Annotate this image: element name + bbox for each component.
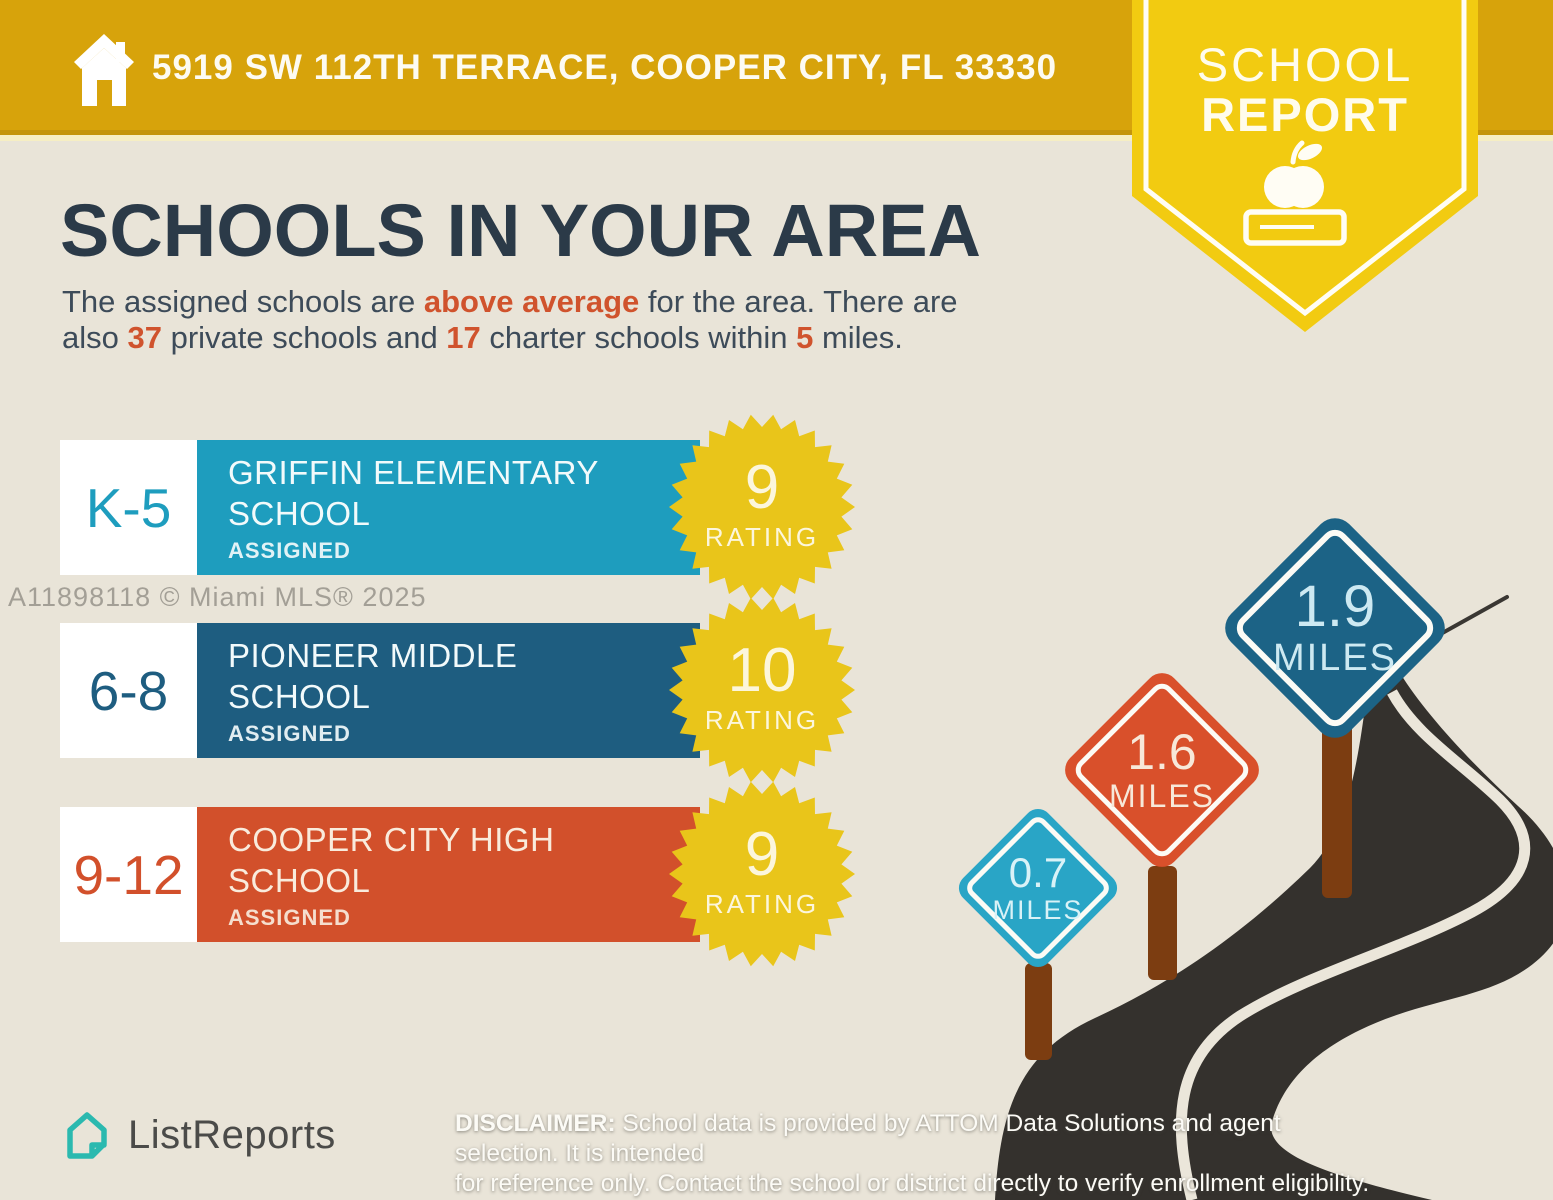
mls-watermark: A11898118 © Miami MLS® 2025 — [8, 582, 427, 612]
disclaimer-label: DISCLAIMER: — [455, 1110, 616, 1137]
school-bar: PIONEER MIDDLE SCHOOL ASSIGNED — [197, 623, 700, 758]
home-icon — [74, 34, 134, 106]
distance-sign-0.7-miles: 0.7 MILES — [953, 803, 1123, 973]
school-name: COOPER CITY HIGH SCHOOL — [228, 807, 700, 901]
intro-highlight: 5 — [796, 320, 814, 355]
grade-range: K-5 — [60, 440, 197, 575]
rating-caption: RATING — [704, 888, 820, 919]
distance-value: 1.9 — [1294, 574, 1376, 639]
assigned-label: ASSIGNED — [228, 538, 351, 563]
sign-post — [1322, 724, 1352, 898]
ribbon-text: SCHOOL REPORT — [1122, 40, 1488, 140]
school-row-middle: 6-8 PIONEER MIDDLE SCHOOL ASSIGNED — [60, 623, 860, 758]
assigned-label: ASSIGNED — [228, 721, 351, 746]
distance-sign-1.9-miles: 1.9 MILES — [1216, 509, 1454, 747]
rating-value: 9 — [744, 452, 780, 522]
rating-label: 9 RATING — [667, 777, 857, 967]
ribbon-line1: SCHOOL — [1196, 38, 1414, 91]
disclaimer-text: DISCLAIMER: School data is provided by A… — [455, 1109, 1375, 1199]
intro-segment: The assigned schools are — [62, 284, 424, 319]
intro-text: The assigned schools are above average f… — [62, 284, 1072, 356]
intro-segment: miles. — [813, 320, 903, 355]
rating-value: 9 — [744, 819, 780, 889]
ribbon-line2: REPORT — [1201, 88, 1409, 141]
rating-caption: RATING — [704, 704, 820, 735]
school-name: GRIFFIN ELEMENTARY SCHOOL — [228, 440, 700, 534]
disclaimer-line1: School data is provided by ATTOM Data So… — [455, 1110, 1281, 1167]
distance-value: 0.7 — [1008, 849, 1068, 896]
rating-starburst-badge: 10 RATING — [667, 595, 857, 785]
intro-segment: charter schools within — [480, 320, 797, 355]
distance-unit: MILES — [1108, 778, 1216, 814]
rating-value: 10 — [727, 635, 797, 705]
page-title: SCHOOLS IN YOUR AREA — [60, 189, 981, 272]
school-name-line2: SCHOOL — [228, 678, 371, 715]
rating-label: 9 RATING — [667, 410, 857, 600]
school-bar: GRIFFIN ELEMENTARY SCHOOL ASSIGNED — [197, 440, 700, 575]
grade-range: 6-8 — [60, 623, 197, 758]
intro-highlight: 17 — [446, 320, 481, 355]
school-name-line1: GRIFFIN ELEMENTARY — [228, 454, 599, 491]
rating-label: 10 RATING — [667, 593, 857, 783]
intro-highlight: 37 — [127, 320, 162, 355]
intro-highlight: above average — [423, 284, 640, 319]
rating-caption: RATING — [704, 521, 820, 552]
school-name-line2: SCHOOL — [228, 495, 371, 532]
disclaimer-line2: for reference only. Contact the school o… — [455, 1170, 1370, 1197]
distance-sign-1.6-miles: 1.6 MILES — [1058, 666, 1266, 874]
school-name: PIONEER MIDDLE SCHOOL — [228, 623, 700, 717]
listreports-logo: ListReports — [60, 1108, 336, 1162]
intro-segment: private schools and — [161, 320, 447, 355]
property-address: 5919 SW 112TH TERRACE, COOPER CITY, FL 3… — [152, 48, 1058, 87]
road-center-line — [1175, 689, 1531, 1200]
school-name-line1: PIONEER MIDDLE — [228, 637, 518, 674]
rating-starburst-badge: 9 RATING — [667, 412, 857, 602]
banner-shade-line — [0, 130, 1553, 135]
banner-accent-strip — [0, 135, 1553, 141]
distance-unit: MILES — [992, 895, 1084, 925]
school-name-line1: COOPER CITY HIGH — [228, 821, 555, 858]
road-shape — [995, 665, 1553, 1200]
apple-on-book-icon — [1243, 140, 1347, 246]
school-report-ribbon — [1132, 0, 1478, 332]
listreports-brand-text: ListReports — [128, 1112, 336, 1157]
school-row-elementary: K-5 GRIFFIN ELEMENTARY SCHOOL ASSIGNED — [60, 440, 860, 575]
grade-range: 9-12 — [60, 807, 197, 942]
listreports-logo-icon — [67, 1112, 107, 1159]
school-bar: COOPER CITY HIGH SCHOOL ASSIGNED — [197, 807, 700, 942]
intro-segment: for the area. There are — [639, 284, 958, 319]
distance-value: 1.6 — [1127, 724, 1197, 780]
distance-unit: MILES — [1272, 637, 1398, 679]
rating-starburst-badge: 9 RATING — [667, 779, 857, 969]
sign-post — [1025, 963, 1052, 1060]
assigned-label: ASSIGNED — [228, 905, 351, 930]
school-name-line2: SCHOOL — [228, 862, 371, 899]
sign-post — [1148, 866, 1177, 980]
school-row-high: 9-12 COOPER CITY HIGH SCHOOL ASSIGNED — [60, 807, 860, 942]
intro-segment: also — [62, 320, 128, 355]
